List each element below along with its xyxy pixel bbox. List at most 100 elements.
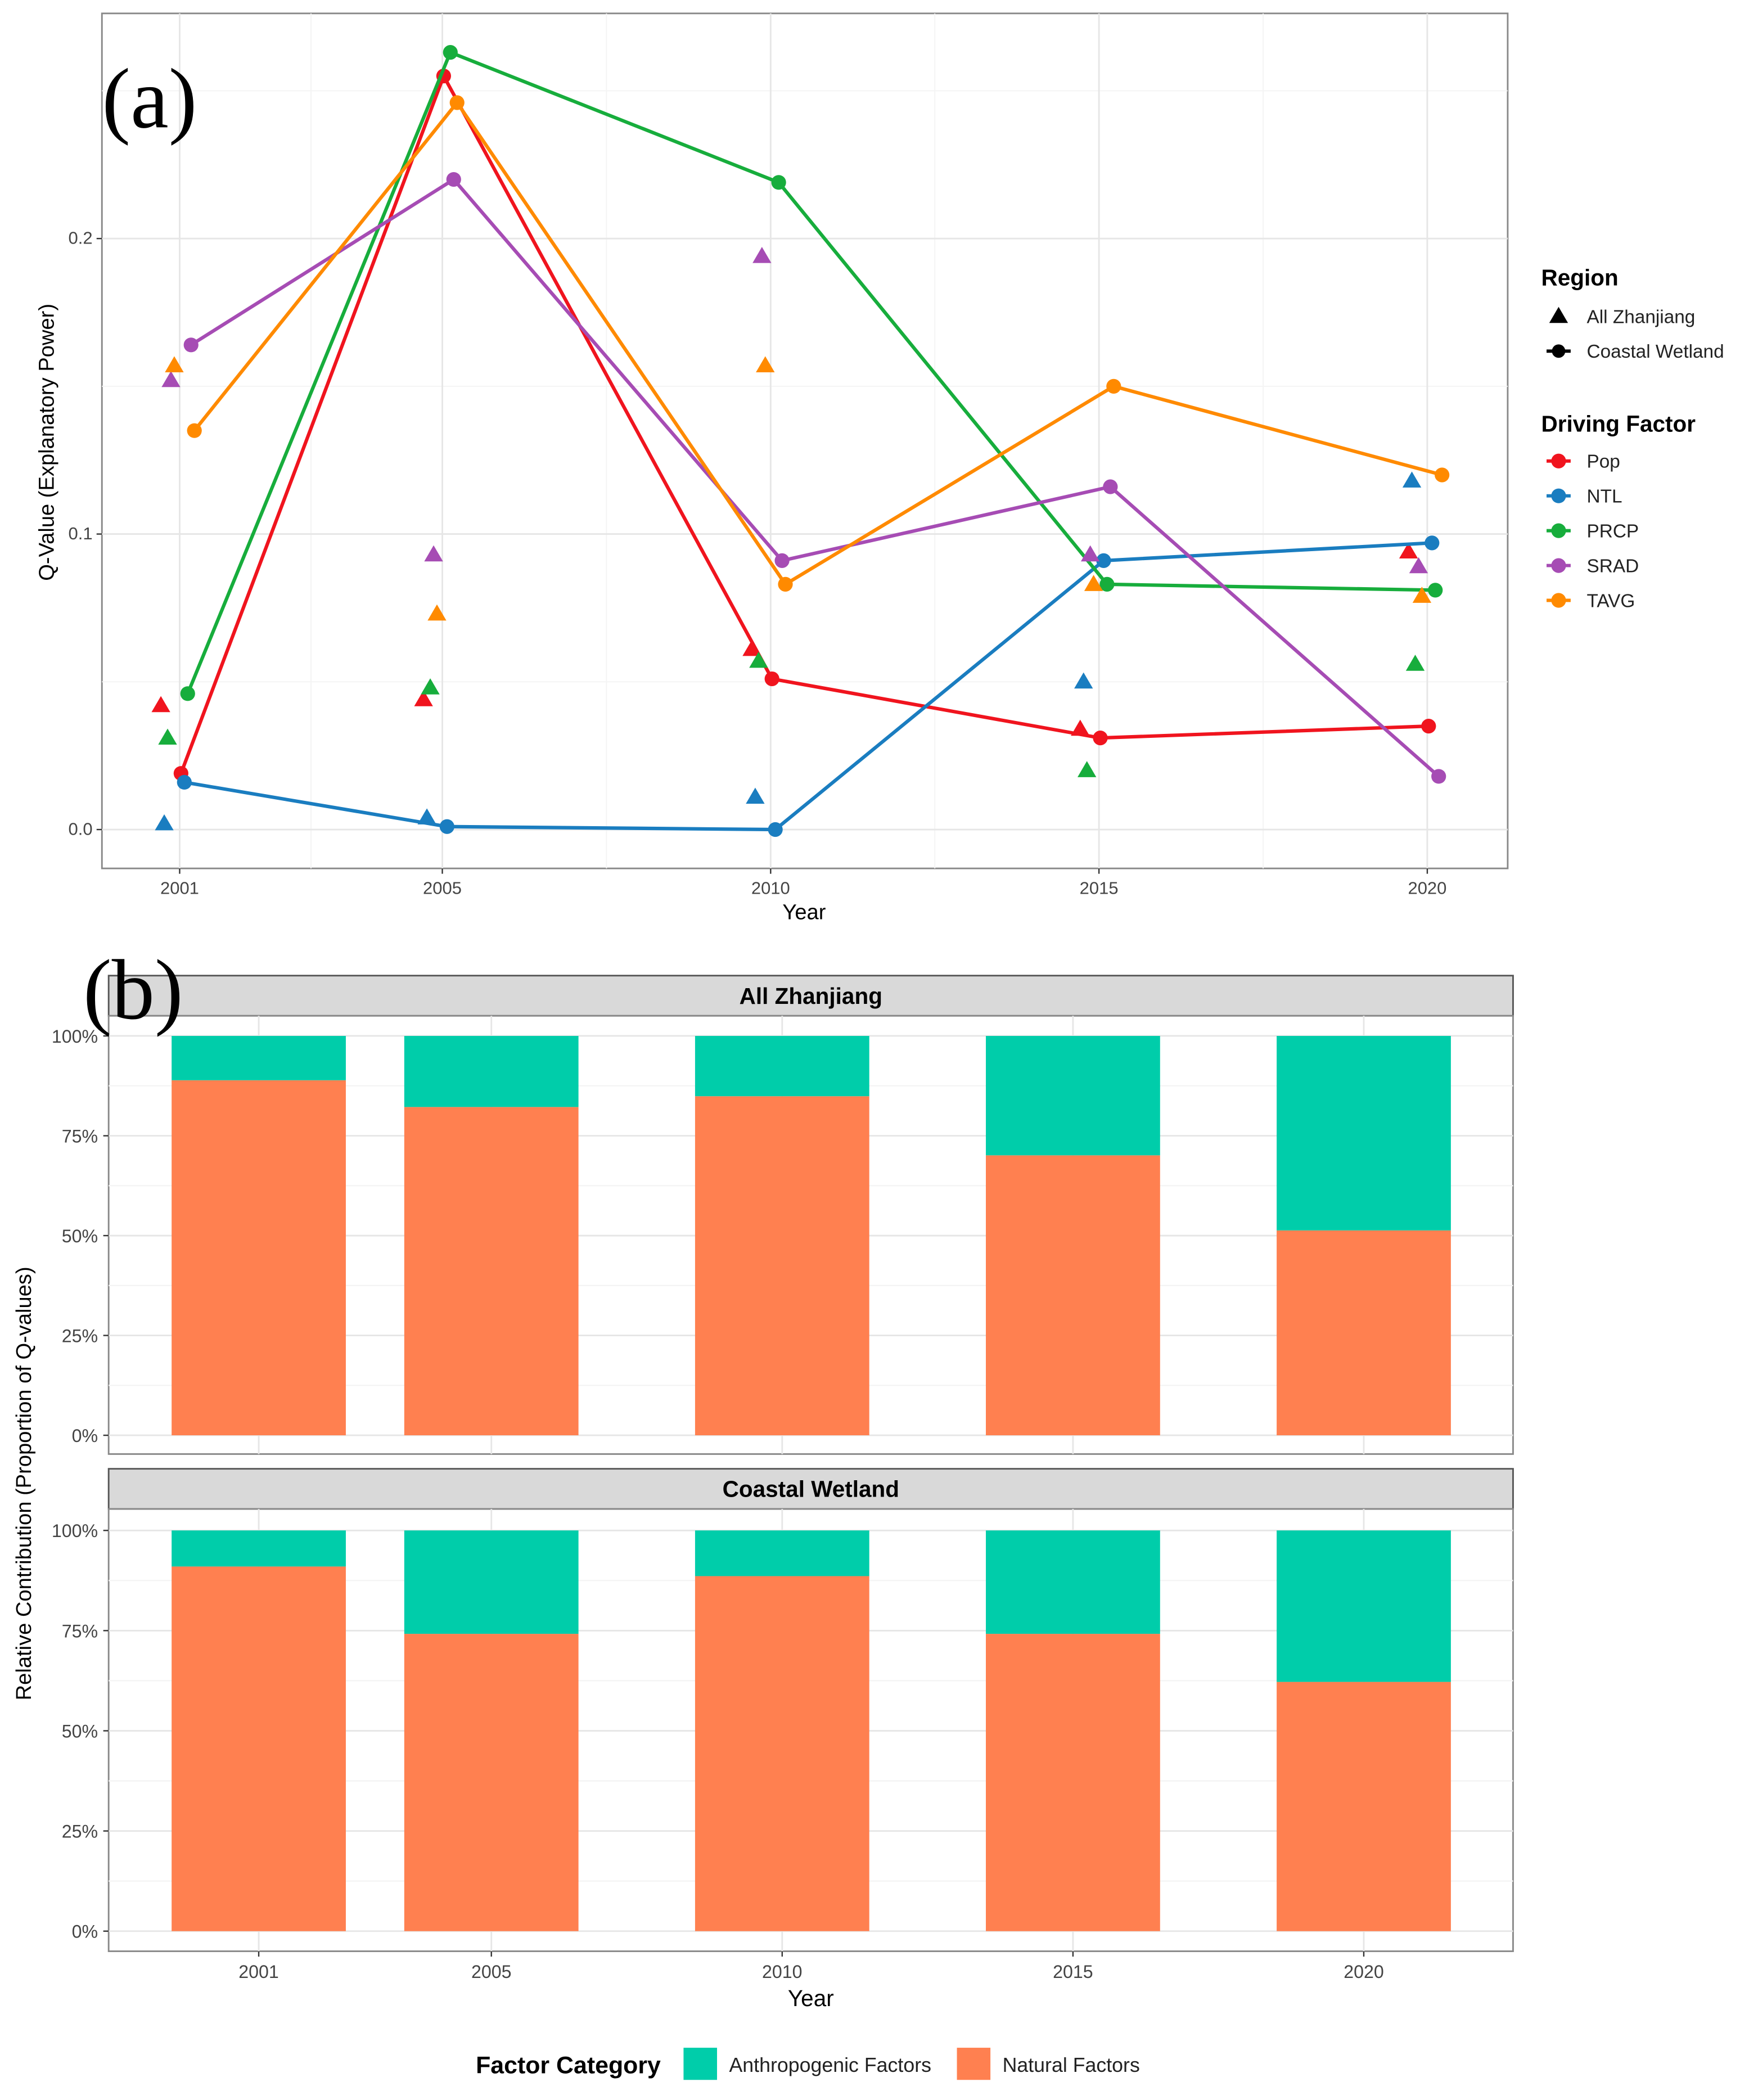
panel-b-x-axis-title: Year (788, 1985, 834, 2011)
coastal-wetland-point (1428, 583, 1443, 598)
facet-strip (107, 1468, 1514, 1510)
coastal-wetland-point (771, 175, 786, 190)
y-tick-label: 0.1 (69, 524, 93, 543)
bar-natural-2001 (172, 1566, 346, 1931)
all-zhanjiang-point (421, 678, 440, 695)
panel-b-legend: Factor Category Anthropogenic Factors Na… (476, 2048, 1140, 2080)
coastal-wetland-point (1096, 553, 1111, 568)
all-zhanjiang-point (1084, 575, 1103, 591)
bar-natural-2015 (986, 1155, 1160, 1436)
panel-a-legend: Region All Zhanjiang Coastal Wetland Dri… (1541, 265, 1724, 612)
panel-a-y-axis-title: Q-Value (Explanatory Power) (34, 304, 58, 581)
x-tick-label: 2005 (471, 1962, 512, 1982)
legend-circle-icon (1552, 344, 1566, 358)
y-tick-label: 25% (62, 1326, 98, 1346)
legend-natural-label: Natural Factors (1003, 2054, 1140, 2076)
bar-anthropogenic-2020 (1277, 1035, 1451, 1231)
series-ntl (155, 471, 1440, 837)
legend-region-title: Region (1541, 265, 1618, 291)
y-tick-label: 0% (72, 1426, 98, 1446)
coastal-wetland-point (1099, 576, 1115, 592)
y-tick-label: 50% (62, 1226, 98, 1246)
x-tick-label: 2015 (1080, 878, 1119, 898)
coastal-wetland-point (774, 553, 790, 568)
coastal-wetland-point (778, 576, 793, 592)
y-tick-label: 100% (52, 1521, 98, 1541)
legend-circle-icon (1551, 593, 1566, 608)
coastal-wetland-point (1421, 719, 1436, 734)
coastal-wetland-point (768, 822, 783, 837)
all-zhanjiang-point (1402, 471, 1422, 488)
y-tick-label: 25% (62, 1822, 98, 1842)
legend-circle-icon (1551, 523, 1566, 538)
facet-coastal-wetland: Coastal Wetland 0% 25% 50% 75% 100% 2001 2005 20… (52, 1468, 1514, 1982)
legend-circle-icon (1551, 453, 1566, 468)
y-tick-label: 0% (72, 1922, 98, 1942)
coastal-wetland-point (1106, 378, 1121, 394)
bar-anthropogenic-2015 (986, 1530, 1160, 1634)
coastal-wetland-point (443, 45, 458, 60)
x-tick-label: 2010 (751, 878, 790, 898)
x-tick-label: 2005 (423, 878, 462, 898)
all-zhanjiang-point (1405, 655, 1425, 671)
legend-natural-swatch (957, 2048, 991, 2080)
bar-natural-2005 (404, 1634, 579, 1931)
coastal-wetland-point (177, 774, 192, 790)
legend-anthropogenic-swatch (683, 2048, 718, 2080)
all-zhanjiang-point (1412, 587, 1432, 603)
bar-natural-2010 (695, 1576, 869, 1931)
legend-factor-title: Driving Factor (1541, 411, 1696, 436)
all-zhanjiang-point (151, 696, 170, 713)
panel-b-label: (b) (83, 942, 183, 1037)
coastal-wetland-point (449, 95, 465, 110)
coastal-wetland-point (1431, 769, 1446, 784)
all-zhanjiang-point (1080, 545, 1100, 562)
y-tick-label: 50% (62, 1721, 98, 1741)
all-zhanjiang-point (746, 787, 765, 804)
coastal-wetland-point (439, 819, 454, 834)
panel-b-y-axis-title: Relative Contribution (Proportion of Q-v… (12, 1267, 36, 1700)
bar-natural-2015 (986, 1634, 1160, 1931)
x-tick-label: 2001 (160, 878, 199, 898)
all-zhanjiang-point (165, 356, 184, 373)
facet-all-zhanjiang: All Zhanjiang 0% 25% 50% 75% 100% (52, 975, 1514, 1455)
y-tick-label: 75% (62, 1621, 98, 1641)
legend-category-title: Factor Category (476, 2052, 661, 2079)
all-zhanjiang-point (414, 690, 433, 706)
coastal-wetland-point (183, 337, 199, 353)
panel-a-x-axis-title: Year (782, 900, 826, 925)
coastal-wetland-point (1425, 535, 1440, 551)
facet-strip-label: All Zhanjiang (740, 983, 882, 1009)
y-tick-label: 75% (62, 1126, 98, 1146)
legend-factor-srad: SRAD (1587, 556, 1639, 576)
legend-anthropogenic-label: Anthropogenic Factors (729, 2054, 931, 2076)
all-zhanjiang-point (1399, 542, 1418, 559)
panel-a-line-chart: 0.0 0.1 0.2 2001 2005 2010 2015 2020 (a) Year Q… (34, 12, 1724, 925)
coastal-wetland-point (1435, 467, 1450, 483)
series-prcp (158, 45, 1443, 777)
facet-strip-label: Coastal Wetland (723, 1476, 899, 1502)
coastal-wetland-point (764, 671, 779, 687)
all-zhanjiang-point (155, 814, 174, 831)
coastal-wetland-point (180, 686, 195, 701)
all-zhanjiang-point (424, 545, 443, 562)
x-tick-label: 2020 (1408, 878, 1446, 898)
y-tick-label: 0.0 (69, 819, 93, 839)
coastal-wetland-point (1093, 731, 1108, 746)
bar-natural-2001 (172, 1080, 346, 1436)
bar-anthropogenic-2005 (404, 1530, 579, 1634)
bar-natural-2020 (1277, 1682, 1451, 1931)
all-zhanjiang-point (752, 247, 772, 263)
all-zhanjiang-point (742, 639, 761, 656)
series-srad (161, 172, 1446, 784)
all-zhanjiang-point (158, 728, 177, 745)
x-tick-label: 2001 (238, 1962, 279, 1982)
all-zhanjiang-point (417, 808, 436, 824)
bar-natural-2010 (695, 1096, 869, 1436)
bar-anthropogenic-2010 (695, 1035, 869, 1097)
legend-circle-icon (1551, 558, 1566, 573)
all-zhanjiang-point (749, 651, 768, 668)
legend-circle-icon (1551, 488, 1566, 503)
legend-triangle-icon (1549, 307, 1568, 323)
